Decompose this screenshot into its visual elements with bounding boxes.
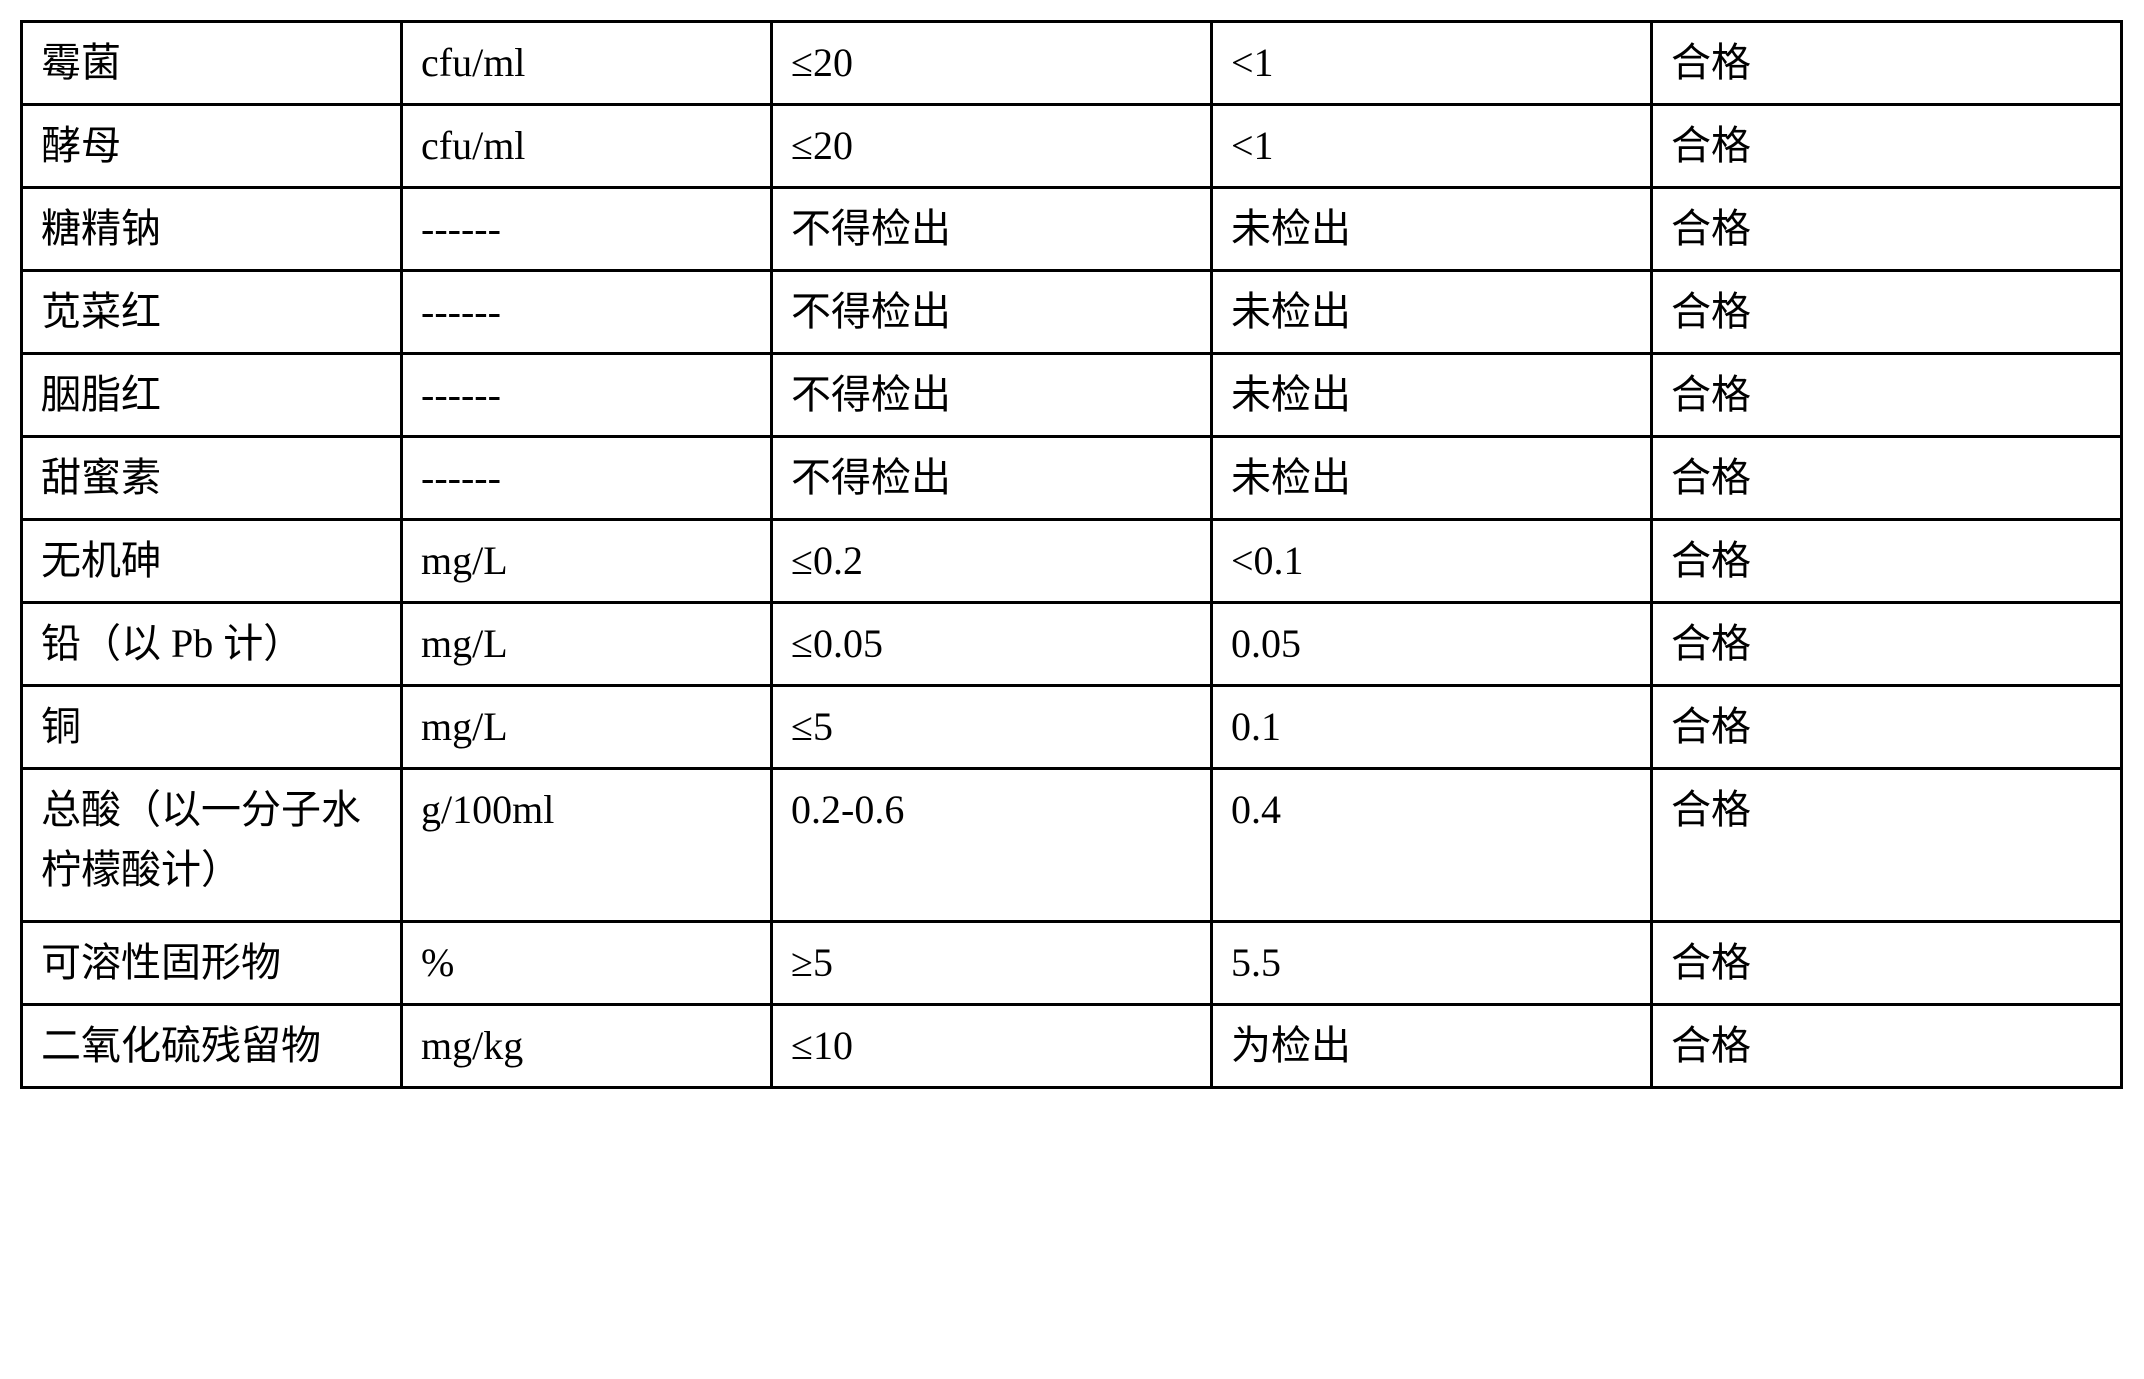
table-cell: 霉菌 <box>22 22 402 105</box>
table-cell: 未检出 <box>1212 354 1652 437</box>
table-cell: ≤10 <box>772 1005 1212 1088</box>
table-row: 铜mg/L≤50.1合格 <box>22 686 2122 769</box>
table-cell: 0.05 <box>1212 603 1652 686</box>
table-row: 胭脂红------不得检出未检出合格 <box>22 354 2122 437</box>
table-cell: g/100ml <box>402 769 772 922</box>
table-cell: 合格 <box>1652 22 2122 105</box>
table-cell: 0.4 <box>1212 769 1652 922</box>
table-cell: 合格 <box>1652 1005 2122 1088</box>
table-cell: 无机砷 <box>22 520 402 603</box>
table-cell: ≤20 <box>772 22 1212 105</box>
table-cell: 不得检出 <box>772 437 1212 520</box>
table-cell: 为检出 <box>1212 1005 1652 1088</box>
table-cell: mg/L <box>402 686 772 769</box>
table-row: 甜蜜素------不得检出未检出合格 <box>22 437 2122 520</box>
table-cell: 0.2-0.6 <box>772 769 1212 922</box>
table-cell: 合格 <box>1652 686 2122 769</box>
table-cell: 可溶性固形物 <box>22 922 402 1005</box>
table-cell: 合格 <box>1652 603 2122 686</box>
table-cell: 合格 <box>1652 922 2122 1005</box>
table-cell: 0.1 <box>1212 686 1652 769</box>
table-cell: 合格 <box>1652 105 2122 188</box>
table-cell: 合格 <box>1652 354 2122 437</box>
table-cell: 酵母 <box>22 105 402 188</box>
table-cell: 总酸（以一分子水柠檬酸计） <box>22 769 402 922</box>
table-body: 霉菌cfu/ml≤20<1合格酵母cfu/ml≤20<1合格糖精钠------不… <box>22 22 2122 1088</box>
table-row: 可溶性固形物%≥55.5合格 <box>22 922 2122 1005</box>
table-row: 二氧化硫残留物mg/kg≤10为检出合格 <box>22 1005 2122 1088</box>
table-cell: % <box>402 922 772 1005</box>
table-cell: 不得检出 <box>772 271 1212 354</box>
table-row: 无机砷mg/L≤0.2<0.1合格 <box>22 520 2122 603</box>
table-cell: <1 <box>1212 22 1652 105</box>
table-cell: 苋菜红 <box>22 271 402 354</box>
table-cell: mg/L <box>402 603 772 686</box>
table-cell: ≥5 <box>772 922 1212 1005</box>
table-cell: 未检出 <box>1212 188 1652 271</box>
table-cell: 甜蜜素 <box>22 437 402 520</box>
test-results-table: 霉菌cfu/ml≤20<1合格酵母cfu/ml≤20<1合格糖精钠------不… <box>20 20 2123 1089</box>
table-cell: 合格 <box>1652 520 2122 603</box>
table-cell: 未检出 <box>1212 437 1652 520</box>
table-cell: 合格 <box>1652 188 2122 271</box>
table-cell: ≤0.2 <box>772 520 1212 603</box>
table-cell: 铅（以 Pb 计） <box>22 603 402 686</box>
table-cell: 二氧化硫残留物 <box>22 1005 402 1088</box>
table-cell: 5.5 <box>1212 922 1652 1005</box>
table-cell: <0.1 <box>1212 520 1652 603</box>
table-row: 铅（以 Pb 计）mg/L≤0.050.05合格 <box>22 603 2122 686</box>
table-row: 霉菌cfu/ml≤20<1合格 <box>22 22 2122 105</box>
table-cell: 糖精钠 <box>22 188 402 271</box>
table-cell: mg/L <box>402 520 772 603</box>
table-cell: 铜 <box>22 686 402 769</box>
table-row: 糖精钠------不得检出未检出合格 <box>22 188 2122 271</box>
table-cell: cfu/ml <box>402 105 772 188</box>
table-cell: 合格 <box>1652 437 2122 520</box>
table-cell: ------ <box>402 354 772 437</box>
table-cell: ------ <box>402 271 772 354</box>
table-cell: 合格 <box>1652 769 2122 922</box>
table-cell: ≤0.05 <box>772 603 1212 686</box>
table-cell: 不得检出 <box>772 354 1212 437</box>
table-cell: 合格 <box>1652 271 2122 354</box>
table-cell: 不得检出 <box>772 188 1212 271</box>
table-cell: <1 <box>1212 105 1652 188</box>
table-cell: ------ <box>402 437 772 520</box>
table-cell: mg/kg <box>402 1005 772 1088</box>
table-row: 总酸（以一分子水柠檬酸计）g/100ml0.2-0.60.4合格 <box>22 769 2122 922</box>
table-row: 酵母cfu/ml≤20<1合格 <box>22 105 2122 188</box>
table-cell: ------ <box>402 188 772 271</box>
table-cell: ≤20 <box>772 105 1212 188</box>
table-row: 苋菜红------不得检出未检出合格 <box>22 271 2122 354</box>
table-cell: ≤5 <box>772 686 1212 769</box>
table-cell: cfu/ml <box>402 22 772 105</box>
table-cell: 胭脂红 <box>22 354 402 437</box>
table-cell: 未检出 <box>1212 271 1652 354</box>
